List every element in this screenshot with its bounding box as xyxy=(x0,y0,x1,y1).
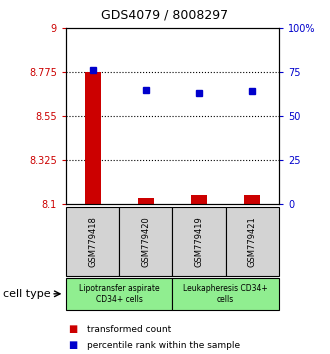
Bar xyxy=(172,207,226,276)
Bar xyxy=(244,195,260,204)
Bar xyxy=(172,278,279,310)
Bar xyxy=(226,207,279,276)
Bar xyxy=(119,207,172,276)
Text: GSM779421: GSM779421 xyxy=(248,216,257,267)
Text: cell type: cell type xyxy=(3,289,51,299)
Text: GDS4079 / 8008297: GDS4079 / 8008297 xyxy=(101,9,229,22)
Text: ■: ■ xyxy=(68,340,77,350)
Text: GSM779419: GSM779419 xyxy=(194,216,204,267)
Text: transformed count: transformed count xyxy=(87,325,172,334)
Bar xyxy=(84,72,101,204)
Bar xyxy=(66,278,172,310)
Text: Lipotransfer aspirate
CD34+ cells: Lipotransfer aspirate CD34+ cells xyxy=(79,284,159,303)
Bar xyxy=(191,195,207,204)
Text: GSM779420: GSM779420 xyxy=(141,216,150,267)
Bar xyxy=(66,207,119,276)
Bar xyxy=(138,198,154,204)
Text: Leukapheresis CD34+
cells: Leukapheresis CD34+ cells xyxy=(183,284,268,303)
Text: percentile rank within the sample: percentile rank within the sample xyxy=(87,341,241,350)
Text: ■: ■ xyxy=(68,324,77,334)
Text: GSM779418: GSM779418 xyxy=(88,216,97,267)
